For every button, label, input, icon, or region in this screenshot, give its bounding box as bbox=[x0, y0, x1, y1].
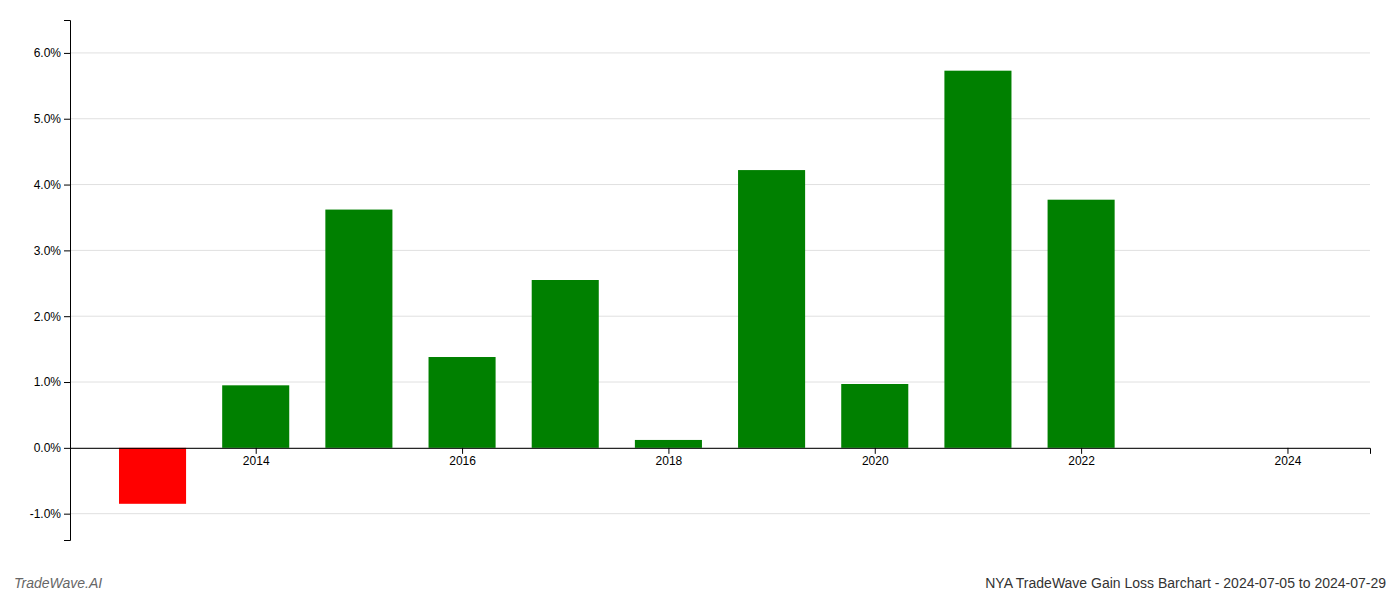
bars bbox=[119, 71, 1115, 504]
tick: 3.0% bbox=[34, 244, 70, 258]
tick-label: 2020 bbox=[862, 454, 889, 468]
tick-mark bbox=[668, 448, 669, 454]
grid-line bbox=[70, 250, 1370, 251]
tick-mark bbox=[64, 53, 70, 54]
bar bbox=[325, 210, 392, 448]
tick-label: 2018 bbox=[656, 454, 683, 468]
bar bbox=[1048, 200, 1115, 448]
bar bbox=[944, 71, 1011, 448]
grid-line bbox=[70, 184, 1370, 185]
plot: -1.0%0.0%1.0%2.0%3.0%4.0%5.0%6.0%2014201… bbox=[30, 21, 1371, 541]
tick: 2022 bbox=[1068, 448, 1095, 469]
grid-line bbox=[70, 382, 1370, 383]
bar bbox=[841, 384, 908, 448]
tick-mark bbox=[64, 448, 70, 449]
y-axis: -1.0% 0.0% 1.0% 2.0% 3.0% 4.0% 5.0% 6.0% bbox=[30, 21, 71, 541]
tick-label: 1.0% bbox=[34, 375, 62, 389]
axis-line bbox=[71, 448, 1371, 454]
chart: -1.0%0.0%1.0%2.0%3.0%4.0%5.0%6.0%2014201… bbox=[0, 0, 1400, 600]
tick: 4.0% bbox=[34, 178, 70, 192]
bar bbox=[429, 357, 496, 448]
grid-line bbox=[70, 513, 1370, 514]
tick: 2016 bbox=[449, 448, 476, 469]
tick-mark bbox=[462, 448, 463, 454]
tick: 1.0% bbox=[34, 375, 70, 389]
tick-mark bbox=[256, 448, 257, 454]
tick-label: 0.0% bbox=[34, 441, 62, 455]
grid-line bbox=[70, 316, 1370, 317]
tick-label: 2022 bbox=[1068, 454, 1095, 468]
tick-label: 5.0% bbox=[34, 112, 62, 126]
tick: 5.0% bbox=[34, 112, 70, 126]
tick-mark bbox=[64, 382, 70, 383]
grid bbox=[70, 53, 1370, 514]
tick: 2014 bbox=[243, 448, 270, 469]
tick-mark bbox=[1287, 448, 1288, 454]
tick-mark bbox=[64, 514, 70, 515]
grid-line bbox=[70, 118, 1370, 119]
tick-label: 2.0% bbox=[34, 310, 62, 324]
grid-line bbox=[70, 52, 1370, 53]
tick: 2020 bbox=[862, 448, 889, 469]
tick-label: 6.0% bbox=[34, 46, 62, 60]
tick: 2024 bbox=[1275, 448, 1302, 469]
watermark: TradeWave.AI bbox=[14, 575, 102, 591]
tick-mark bbox=[64, 185, 70, 186]
tick-label: 2014 bbox=[243, 454, 270, 468]
tick-label: 2016 bbox=[449, 454, 476, 468]
tick-label: 3.0% bbox=[34, 244, 62, 258]
tick: 0.0% bbox=[34, 441, 70, 455]
tick-label: 4.0% bbox=[34, 178, 62, 192]
bar bbox=[532, 280, 599, 448]
tick-mark bbox=[875, 448, 876, 454]
tick-label: -1.0% bbox=[30, 507, 62, 521]
tick: 6.0% bbox=[34, 46, 70, 60]
axis-line bbox=[64, 21, 71, 541]
tick-mark bbox=[64, 316, 70, 317]
tick-label: 2024 bbox=[1275, 454, 1302, 468]
bar bbox=[738, 170, 805, 448]
tick: 2018 bbox=[656, 448, 683, 469]
tick-mark bbox=[64, 119, 70, 120]
tick-mark bbox=[64, 250, 70, 251]
bar bbox=[119, 448, 186, 504]
bar bbox=[222, 385, 289, 448]
x-axis: 2014 2016 2018 2020 2022 2024 bbox=[71, 448, 1371, 469]
title: NYA TradeWave Gain Loss Barchart - 2024-… bbox=[985, 575, 1386, 591]
tick-mark bbox=[1081, 448, 1082, 454]
bar bbox=[635, 440, 702, 448]
tick: -1.0% bbox=[30, 507, 70, 521]
tick: 2.0% bbox=[34, 310, 70, 324]
